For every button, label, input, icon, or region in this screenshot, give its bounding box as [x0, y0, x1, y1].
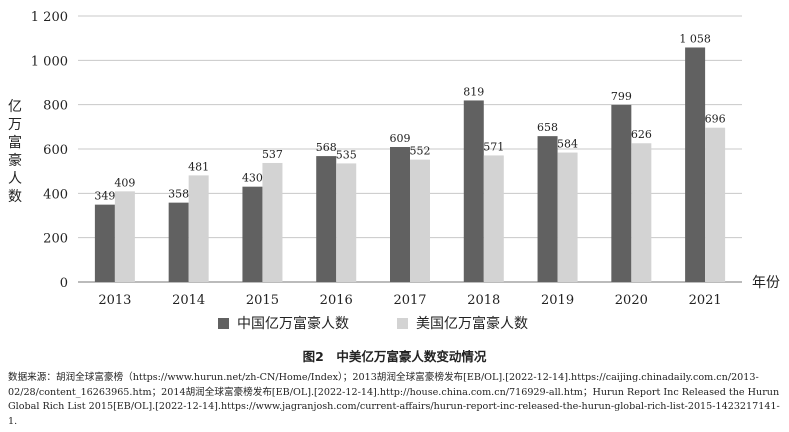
legend-item-china: 中国亿万富豪人数: [218, 313, 349, 333]
bar-us: [114, 191, 135, 282]
data-label: 535: [336, 148, 357, 161]
bar-china: [685, 47, 706, 282]
figure-caption: 图2 中美亿万富豪人数变动情况: [302, 349, 487, 364]
bar-china: [316, 156, 337, 282]
y-axis-label: 亿万富豪人数: [8, 99, 22, 205]
source-note: 数据来源：胡润全球富豪榜（https://www.hurun.net/zh-CN…: [8, 372, 780, 427]
data-label: 571: [483, 140, 504, 153]
legend-swatch-us: [397, 317, 408, 329]
x-tick-label: 2016: [320, 293, 353, 308]
x-axis-label: 年份: [752, 275, 780, 291]
legend-item-us: 美国亿万富豪人数: [397, 313, 528, 333]
data-label: 481: [188, 160, 209, 173]
bar-china: [168, 202, 189, 282]
y-tick-label: 800: [43, 99, 68, 114]
data-label: 349: [94, 190, 115, 203]
bar-us: [557, 152, 578, 282]
legend-label-china: 中国亿万富豪人数: [237, 316, 349, 332]
bar-us: [262, 162, 283, 282]
bar-china: [242, 186, 263, 282]
x-tick-label: 2019: [541, 293, 574, 308]
data-label: 819: [463, 85, 484, 98]
data-label: 799: [611, 90, 632, 103]
data-label: 1 058: [679, 32, 711, 45]
bar-china: [94, 204, 115, 282]
y-tick-label: 400: [43, 187, 68, 202]
bar-us: [631, 143, 652, 282]
legend-label-us: 美国亿万富豪人数: [416, 316, 528, 332]
data-label: 430: [242, 172, 263, 185]
bar-china: [537, 136, 558, 282]
data-label: 552: [410, 145, 431, 158]
x-tick-label: 2021: [689, 293, 722, 308]
y-tick-label: 1 200: [31, 10, 68, 25]
y-tick-label: 600: [43, 143, 68, 158]
x-tick-label: 2013: [98, 293, 131, 308]
data-label: 658: [537, 121, 558, 134]
data-label: 696: [705, 113, 726, 126]
x-tick-label: 2017: [393, 293, 426, 308]
legend-swatch-china: [218, 317, 229, 329]
bar-us: [483, 155, 504, 282]
y-tick-label: 1 000: [31, 54, 68, 69]
data-label: 609: [390, 132, 411, 145]
data-label: 409: [114, 176, 135, 189]
bar-us: [410, 159, 430, 282]
y-tick-label: 200: [43, 232, 68, 247]
bar-us: [705, 127, 726, 282]
legend: 中国亿万富豪人数 美国亿万富豪人数: [218, 313, 528, 333]
bar-us: [188, 175, 209, 282]
y-tick-label: 0: [60, 276, 68, 291]
bar-china: [611, 104, 632, 282]
bar-china: [390, 147, 410, 282]
data-label: 358: [168, 188, 189, 201]
data-label: 568: [316, 141, 337, 154]
data-label: 626: [631, 128, 652, 141]
data-label: 537: [262, 148, 283, 161]
x-tick-label: 2014: [172, 293, 205, 308]
x-tick-label: 2015: [246, 293, 279, 308]
x-tick-label: 2018: [467, 293, 500, 308]
x-tick-label: 2020: [615, 293, 648, 308]
data-label: 584: [557, 138, 578, 151]
bar-china: [463, 100, 484, 282]
bar-us: [336, 163, 357, 282]
